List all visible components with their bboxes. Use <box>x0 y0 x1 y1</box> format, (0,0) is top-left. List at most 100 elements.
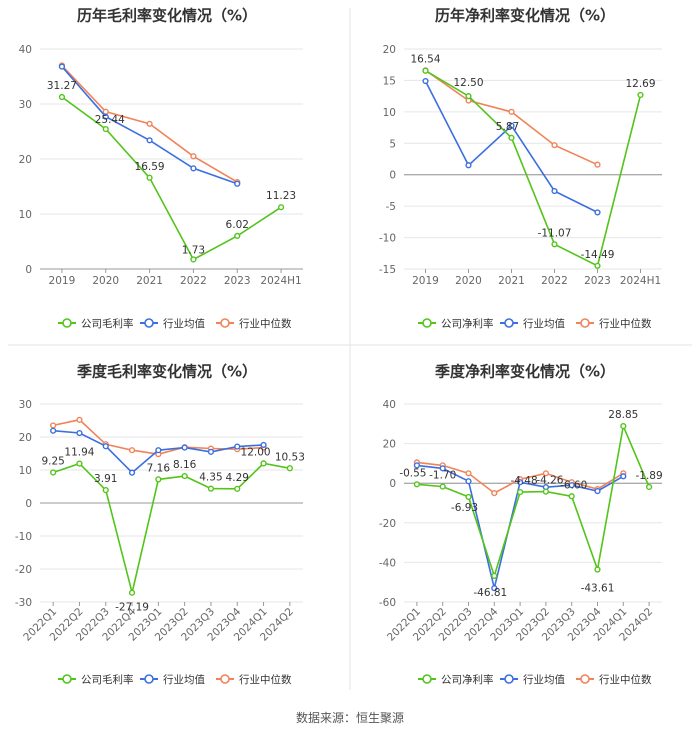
company-point <box>155 476 162 483</box>
legend-item-industry-average: 行业均值 <box>500 673 565 686</box>
company-point <box>637 91 644 99</box>
company-point <box>551 241 558 248</box>
company-point <box>594 262 601 269</box>
data-label: 11.23 <box>266 190 296 202</box>
industry-median-point <box>146 120 153 127</box>
industry-average-point <box>50 427 57 434</box>
company-point <box>234 485 241 492</box>
legend-label: 行业均值 <box>163 317 205 330</box>
legend-swatch-marker <box>220 318 230 328</box>
y-tick-label: 0 <box>25 498 32 510</box>
industry-average-point <box>594 209 601 216</box>
y-tick-label: 15 <box>383 75 396 87</box>
industry-median-point <box>50 422 57 429</box>
y-tick-label: 30 <box>19 99 32 111</box>
annual-gross-margin-chart: 历年毛利率变化情况（%） 0 10 20 30 40 2019 2020 2021 2022 202… <box>19 7 303 330</box>
y-tick-label: 20 <box>383 439 396 451</box>
data-label: 12.00 <box>241 446 271 458</box>
x-tick-label: 2024H1 <box>620 275 661 287</box>
industry-average-point <box>190 165 197 172</box>
legend-item-industry-median: 行业中位数 <box>576 317 652 330</box>
industry-average-point <box>234 180 241 187</box>
data-label: -6.60 <box>560 479 587 491</box>
x-tick-label: 2023 <box>224 275 251 287</box>
industry-average-point <box>58 63 66 70</box>
industry-average-point <box>439 465 446 472</box>
legend-item-industry-average: 行业均值 <box>140 673 205 686</box>
y-tick-label: 40 <box>19 44 32 56</box>
industry-average-point <box>491 585 498 592</box>
company-point <box>594 566 601 573</box>
annual-net-margin-chart: 历年净利率变化情况（%） -15 -10 -5 0 5 10 15 20 2019 2020 2021… <box>379 7 662 330</box>
company-point <box>465 493 472 501</box>
data-label: -14.49 <box>581 249 615 261</box>
company-point <box>422 67 429 74</box>
y-tick-label: 20 <box>383 44 396 56</box>
company-point <box>465 93 472 100</box>
industry-median-point <box>508 108 515 115</box>
legend-label: 公司毛利率 <box>81 317 134 330</box>
data-label: 12.69 <box>625 78 655 90</box>
x-tick-label: 2023 <box>584 275 611 287</box>
y-tick-label: -10 <box>15 531 32 543</box>
legend-item-industry-median: 行业中位数 <box>216 317 292 330</box>
legend-swatch-marker <box>62 318 72 328</box>
y-tick-label: -20 <box>379 518 396 530</box>
legend-label: 公司净利率 <box>441 317 494 330</box>
industry-average-point <box>413 462 421 469</box>
data-label: 28.85 <box>608 409 638 421</box>
industry-average-point <box>568 482 575 489</box>
y-tick-label: 10 <box>383 107 396 119</box>
legend-swatch-marker <box>422 318 432 328</box>
data-label: 9.25 <box>41 455 64 467</box>
company-point <box>181 472 188 480</box>
data-label: -4.48 <box>511 475 538 487</box>
company-point <box>508 134 515 141</box>
data-label: 6.02 <box>226 219 249 231</box>
company-point <box>542 488 550 495</box>
y-tick-label: -5 <box>386 201 396 213</box>
legend-item-industry-median: 行业中位数 <box>216 673 292 686</box>
legend-label: 公司毛利率 <box>81 673 134 686</box>
legend-swatch-marker <box>62 674 72 684</box>
data-label: 10.53 <box>275 451 305 463</box>
industry-average-point <box>465 478 472 485</box>
industry-average-point <box>181 444 188 451</box>
y-tick-label: 10 <box>19 465 32 477</box>
data-label: 25.44 <box>95 114 125 126</box>
company-point <box>277 204 285 211</box>
y-tick-label: 20 <box>19 432 32 444</box>
industry-average-point <box>516 479 524 486</box>
data-label: 12.50 <box>453 77 483 89</box>
industry-average-point <box>102 113 109 120</box>
legend-swatch-marker <box>580 674 590 684</box>
industry-median-point <box>551 142 558 149</box>
y-tick-label: -30 <box>15 597 32 609</box>
data-label: 5.87 <box>496 121 519 133</box>
legend-label: 行业中位数 <box>599 673 652 686</box>
data-source: 数据来源：恒生聚源 <box>296 710 404 725</box>
y-tick-label: 0 <box>389 478 396 490</box>
data-label: 3.91 <box>94 473 117 485</box>
x-tick-label: 2020 <box>92 275 119 287</box>
legend-label: 行业均值 <box>163 673 205 686</box>
industry-average-point <box>146 137 153 144</box>
industry-average-point <box>128 469 136 476</box>
industry-average-point <box>260 441 267 449</box>
y-tick-label: 0 <box>25 264 32 276</box>
industry-median-point <box>190 153 197 160</box>
y-tick-label: 0 <box>389 170 396 182</box>
panel-dividers <box>8 8 692 690</box>
company-line <box>425 70 642 267</box>
company-point <box>207 485 215 492</box>
company-point <box>516 488 524 496</box>
legend-item-industry-average: 行业均值 <box>140 317 205 330</box>
data-label: -27.19 <box>115 602 149 614</box>
data-label: -43.61 <box>581 583 615 595</box>
data-label: -11.07 <box>538 227 572 239</box>
company-point <box>102 125 109 133</box>
x-tick-label: 2021 <box>136 275 163 287</box>
company-point <box>260 460 267 467</box>
legend-swatch-marker <box>422 674 432 684</box>
data-label: -46.81 <box>473 587 507 599</box>
